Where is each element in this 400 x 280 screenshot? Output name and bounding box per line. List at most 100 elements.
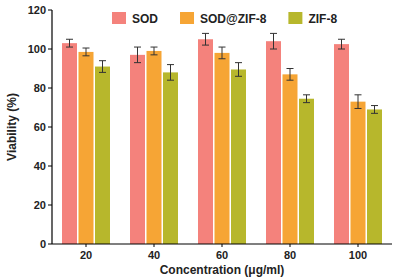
y-axis-title: Viability (%) [5,93,19,161]
error-stem [154,47,155,55]
y-tick [48,205,52,206]
error-bar [303,95,310,103]
y-tick [48,49,52,50]
x-tick [290,244,291,247]
x-tick [86,244,87,247]
error-bar [338,39,345,49]
bar [147,51,162,244]
error-stem [102,61,103,73]
bar [215,53,230,244]
error-cap [167,64,174,65]
error-cap [83,55,90,56]
legend-swatch [112,12,126,24]
bar [367,109,382,244]
y-tick-label: 120 [28,4,46,16]
error-cap [66,47,73,48]
bar [334,44,349,244]
error-bar [355,95,362,109]
error-stem [205,33,206,45]
error-bar [235,63,242,77]
bar [62,43,77,244]
error-cap [270,33,277,34]
error-cap [338,39,345,40]
error-bar [167,65,174,81]
error-cap [83,48,90,49]
error-cap [270,49,277,50]
x-tick [154,244,155,247]
error-cap [355,108,362,109]
bar [283,74,298,244]
error-bar [219,47,226,59]
error-cap [167,80,174,81]
error-bar [202,33,209,45]
y-tick [48,127,52,128]
y-tick-label: 0 [40,238,46,250]
error-cap [219,58,226,59]
bar [351,102,366,244]
error-cap [235,76,242,77]
error-cap [287,80,294,81]
y-tick [48,166,52,167]
marks [62,33,382,244]
error-bar [83,48,90,56]
error-stem [222,47,223,59]
error-cap [151,54,158,55]
error-cap [202,45,209,46]
legend-swatch [180,12,194,24]
error-stem [69,39,70,47]
bar [163,72,178,244]
error-bar [151,47,158,55]
error-stem [290,69,291,81]
bar [231,69,246,244]
x-tick [358,244,359,247]
error-stem [374,106,375,114]
x-axis-title: Concentration (μg/ml) [160,263,285,277]
error-cap [151,47,158,48]
error-bar [270,33,277,49]
error-bar [371,106,378,114]
error-stem [137,47,138,63]
y-tick [48,244,52,245]
error-cap [219,47,226,48]
chart: 02040608010012020406080100Concentration … [0,0,400,280]
x-tick-label: 100 [349,249,367,261]
x-tick-label: 60 [216,249,228,261]
error-cap [134,47,141,48]
y-tick [48,10,52,11]
error-bar [287,69,294,81]
bar [198,39,213,244]
y-tick [48,88,52,89]
error-stem [170,65,171,81]
error-cap [338,49,345,50]
error-cap [202,33,209,34]
error-stem [273,33,274,49]
x-tick-label: 20 [80,249,92,261]
error-cap [303,94,310,95]
bar [79,52,94,244]
x-tick-label: 80 [284,249,296,261]
legend-label: SOD [132,12,158,26]
error-cap [371,113,378,114]
legend-label: SOD@ZIF-8 [200,12,267,26]
y-tick-label: 80 [34,82,46,94]
error-cap [134,62,141,63]
error-cap [355,94,362,95]
bar [95,67,110,244]
error-bar [99,61,106,73]
error-stem [238,63,239,77]
legend-label: ZIF-8 [308,12,337,26]
bar [130,55,145,244]
error-stem [306,95,307,103]
y-tick-label: 40 [34,160,46,172]
legend: SOD SOD@ZIF-8 ZIF-8 [112,12,337,26]
error-stem [341,39,342,49]
y-tick-label: 20 [34,199,46,211]
error-stem [358,95,359,109]
error-cap [287,68,294,69]
legend-swatch [288,12,302,24]
error-bar [66,39,73,47]
y-tick-label: 100 [28,43,46,55]
error-cap [99,60,106,61]
error-cap [371,105,378,106]
error-cap [99,72,106,73]
